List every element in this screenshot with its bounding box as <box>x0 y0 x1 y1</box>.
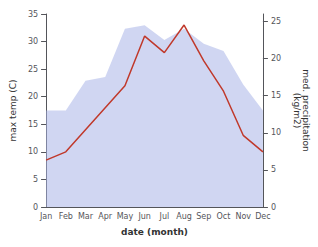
svg-text:max temp (C): max temp (C) <box>8 79 18 141</box>
svg-text:Jan: Jan <box>39 212 52 221</box>
svg-text:25: 25 <box>28 65 38 74</box>
svg-text:Nov: Nov <box>235 212 251 221</box>
svg-text:Mar: Mar <box>78 212 94 221</box>
svg-text:10: 10 <box>271 128 281 137</box>
svg-text:5: 5 <box>33 175 38 184</box>
svg-text:Dec: Dec <box>255 212 270 221</box>
svg-text:Oct: Oct <box>217 212 231 221</box>
svg-text:date (month): date (month) <box>121 227 188 237</box>
svg-text:0: 0 <box>271 203 276 212</box>
svg-text:Feb: Feb <box>59 212 73 221</box>
svg-text:(kg/m2): (kg/m2) <box>292 93 302 128</box>
svg-text:25: 25 <box>271 17 281 26</box>
svg-text:Apr: Apr <box>98 212 113 221</box>
svg-text:20: 20 <box>271 54 281 63</box>
svg-text:Jul: Jul <box>159 212 170 221</box>
svg-text:15: 15 <box>271 91 281 100</box>
svg-text:30: 30 <box>28 37 38 46</box>
svg-text:20: 20 <box>28 92 38 101</box>
svg-text:May: May <box>117 212 134 221</box>
svg-text:10: 10 <box>28 147 38 156</box>
svg-text:35: 35 <box>28 10 38 19</box>
svg-text:med. precipitation: med. precipitation <box>300 69 311 152</box>
svg-text:15: 15 <box>28 120 38 129</box>
svg-text:Jun: Jun <box>137 212 151 221</box>
svg-text:5: 5 <box>271 165 276 174</box>
svg-text:Aug: Aug <box>176 212 192 221</box>
svg-text:0: 0 <box>33 203 38 212</box>
svg-text:Sep: Sep <box>196 212 211 221</box>
